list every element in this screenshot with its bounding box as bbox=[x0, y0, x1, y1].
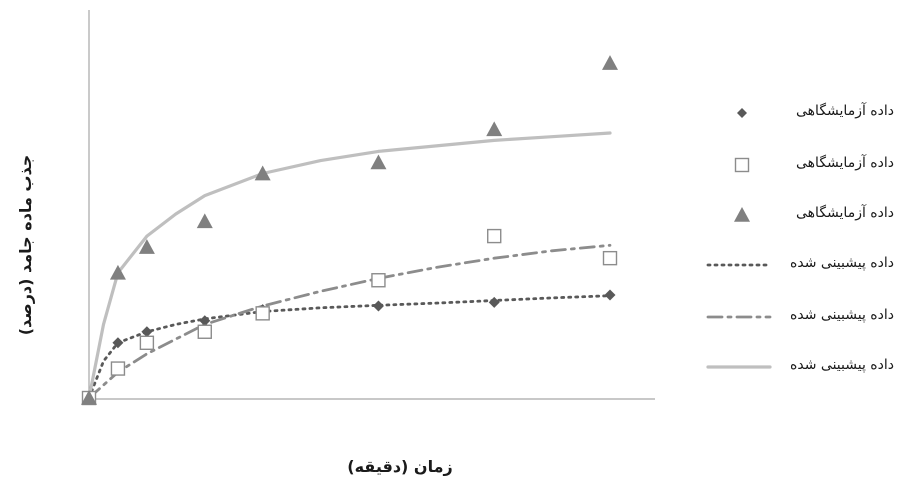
data-point-series-1-4 bbox=[199, 315, 211, 327]
legend-key-6 bbox=[706, 365, 772, 369]
data-point-series-1-8 bbox=[604, 289, 616, 301]
data-point-series-3-8 bbox=[602, 55, 618, 70]
legend-label-5: داده پیشبینی شده bbox=[790, 307, 894, 323]
data-point-series-2-8 bbox=[602, 250, 618, 266]
legend-label-2: داده آزمایشگاهی bbox=[796, 155, 894, 171]
legend-label-4: داده پیشبینی شده bbox=[790, 255, 894, 271]
data-point-series-2-4 bbox=[197, 324, 212, 339]
data-point-series-2-3 bbox=[139, 335, 155, 350]
data-point-series-2-5 bbox=[255, 306, 270, 321]
legend-label-1: داده آزمایشگاهی bbox=[796, 103, 894, 119]
legend-label-3: داده آزمایشگاهی bbox=[796, 205, 894, 221]
data-point-series-3-5 bbox=[254, 165, 271, 181]
legend-key-2 bbox=[734, 157, 750, 173]
data-point-series-1-7 bbox=[488, 296, 500, 308]
data-point-series-3-2 bbox=[109, 264, 126, 280]
data-point-series-1-2 bbox=[112, 337, 124, 349]
series-layer bbox=[81, 55, 618, 406]
legend-key-1 bbox=[737, 108, 747, 118]
data-point-series-2-2 bbox=[110, 361, 126, 376]
data-point-series-3-1 bbox=[81, 390, 97, 405]
data-point-series-3-4 bbox=[196, 213, 213, 229]
series-line-5 bbox=[87, 243, 612, 400]
series-line-4 bbox=[87, 294, 612, 400]
data-point-series-1-3 bbox=[141, 326, 153, 338]
data-point-series-3-7 bbox=[486, 121, 503, 137]
legend-item-2: داده آزمایشگاهی bbox=[700, 152, 900, 178]
legend-label-6: داده پیشبینی شده bbox=[790, 357, 894, 373]
data-point-series-3-3 bbox=[138, 239, 155, 254]
legend-key-3 bbox=[734, 207, 750, 222]
data-point-series-2-6 bbox=[371, 273, 386, 288]
data-point-series-3-6 bbox=[370, 154, 387, 170]
legend-key-5 bbox=[706, 315, 772, 319]
legend-item-4: داده پیشبینی شده bbox=[700, 252, 900, 278]
y-axis-label: جذب ماده جامد (درصد) bbox=[16, 154, 35, 336]
legend-item-5: داده پیشبینی شده bbox=[700, 304, 900, 330]
data-point-series-2-7 bbox=[487, 228, 502, 244]
legend-item-6: داده پیشبینی شده bbox=[700, 354, 900, 380]
data-point-series-1-6 bbox=[372, 300, 384, 312]
legend-item-1: داده آزمایشگاهی bbox=[700, 100, 900, 126]
series-line-6 bbox=[87, 131, 612, 400]
legend-item-3: داده آزمایشگاهی bbox=[700, 202, 900, 228]
legend-key-4 bbox=[706, 263, 772, 267]
x-axis-label: زمان (دقیقه) bbox=[347, 457, 453, 476]
